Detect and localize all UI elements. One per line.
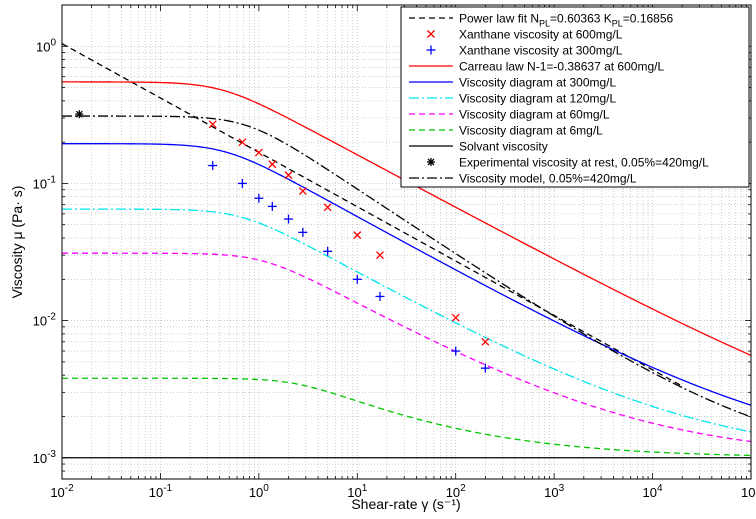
x-tick-label: 104	[643, 483, 663, 500]
data-point	[375, 291, 385, 301]
x-tick-label: 103	[544, 483, 564, 500]
data-point	[323, 203, 332, 212]
data-point	[283, 214, 293, 224]
x-tick-label: 100	[249, 483, 269, 500]
legend-label: Power law fit NPL=0.60363 KPL=0.16856	[459, 12, 674, 29]
series-line	[62, 208, 751, 433]
legend-label: Solvant viscosity	[459, 140, 548, 154]
legend-entry: Xanthane viscosity at 300mg/L	[426, 44, 623, 58]
legend-label: Viscosity diagram at 60mg/L	[459, 108, 610, 122]
x-tick-label: 101	[347, 483, 367, 500]
legend-entry: Carreau law N-1=-0.38637 at 600mg/L	[409, 60, 664, 74]
series-line	[62, 252, 751, 443]
series-line	[62, 377, 751, 457]
legend-label: Viscosity diagram at 120mg/L	[459, 92, 617, 106]
legend-label: Experimental viscosity at rest, 0.05%=42…	[459, 156, 709, 170]
series-layer	[62, 43, 751, 459]
legend-entry: Xanthane viscosity at 600mg/L	[427, 28, 623, 42]
data-point	[481, 337, 490, 346]
data-point	[208, 161, 218, 171]
legend-entry: Viscosity model, 0.05%=420mg/L	[409, 172, 637, 186]
data-point	[238, 138, 247, 147]
plot-frame	[61, 4, 752, 480]
y-axis-label: Viscosity μ (Pa· s)	[9, 186, 25, 299]
x-tick-label: 105	[741, 483, 756, 500]
x-tick-label: 102	[446, 483, 466, 500]
legend-marker	[427, 30, 435, 38]
legend-marker	[427, 158, 435, 166]
data-point	[376, 251, 384, 260]
data-point	[480, 363, 490, 373]
legend: Power law fit NPL=0.60363 KPL=0.16856Xan…	[400, 6, 750, 188]
legend-label: Xanthane viscosity at 600mg/L	[459, 28, 623, 42]
axis-ticks: 10-2 10-1 100 101 102 103 104 105 10-3 10-2 10-1 10…	[33, 4, 756, 500]
data-point	[208, 120, 217, 129]
data-point	[254, 148, 263, 157]
y-tick-label: 10-2	[33, 312, 57, 329]
x-tick-label: 10-1	[149, 483, 173, 500]
points-layer	[75, 110, 490, 373]
legend-entry: Viscosity diagram at 6mg/L	[409, 124, 603, 138]
legend-label: Xanthane viscosity at 300mg/L	[459, 44, 623, 58]
x-tick-label: 10-2	[50, 483, 74, 500]
legend-label: Carreau law N-1=-0.38637 at 600mg/L	[459, 60, 664, 74]
legend-label: Viscosity diagram at 300mg/L	[459, 76, 617, 90]
legend-marker	[426, 45, 436, 55]
data-point	[237, 178, 247, 188]
data-point	[298, 187, 307, 196]
series-line	[62, 115, 751, 418]
legend-entry: Experimental viscosity at rest, 0.05%=42…	[427, 156, 709, 170]
data-point	[353, 231, 362, 240]
legend-entry: Viscosity diagram at 60mg/L	[409, 108, 610, 122]
data-point	[298, 227, 308, 237]
legend-entry: Power law fit NPL=0.60363 KPL=0.16856	[409, 12, 674, 29]
data-point	[451, 346, 461, 356]
series-line	[62, 43, 683, 387]
x-axis-label: Shear-rate γ (s⁻¹)	[351, 496, 460, 512]
legend-box	[400, 6, 750, 188]
legend-entry: Viscosity diagram at 300mg/L	[409, 76, 617, 90]
data-point	[352, 274, 362, 284]
y-tick-label: 100	[36, 37, 56, 54]
legend-entry: Viscosity diagram at 120mg/L	[409, 92, 617, 106]
data-point	[284, 171, 293, 180]
legend-label: Viscosity model, 0.05%=420mg/L	[459, 172, 637, 186]
data-point	[323, 246, 333, 256]
legend-entry: Solvant viscosity	[409, 140, 548, 154]
y-tick-label: 10-3	[33, 449, 57, 466]
data-point	[267, 201, 277, 211]
data-point	[75, 110, 84, 119]
data-point	[451, 313, 460, 322]
series-line	[62, 143, 751, 406]
data-point	[268, 160, 277, 169]
y-tick-label: 10-1	[33, 174, 57, 191]
legend-label: Viscosity diagram at 6mg/L	[459, 124, 603, 138]
data-point	[254, 193, 264, 203]
